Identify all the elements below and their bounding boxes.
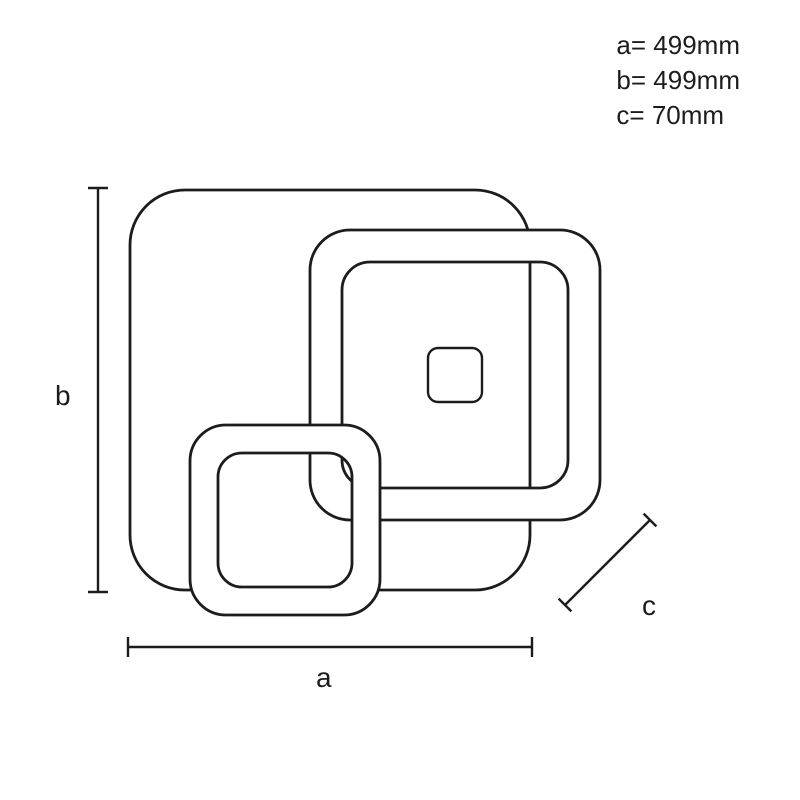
- technical-drawing: [0, 0, 800, 800]
- label-b: b: [55, 380, 71, 412]
- label-c: c: [642, 590, 656, 622]
- label-a: a: [316, 662, 332, 694]
